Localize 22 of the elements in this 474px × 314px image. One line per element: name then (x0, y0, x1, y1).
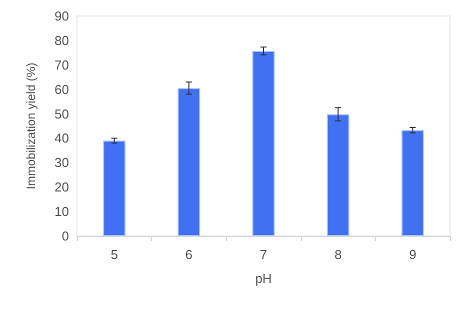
x-tick-label: 8 (334, 247, 342, 262)
y-tick-label: 30 (54, 155, 69, 170)
x-tick-label: 7 (260, 247, 268, 262)
bar (326, 114, 350, 236)
y-tick-label: 40 (54, 130, 69, 146)
y-tick-label: 0 (62, 228, 69, 244)
bar (402, 130, 424, 236)
x-tick-label: 9 (409, 247, 416, 262)
bar (252, 50, 275, 236)
x-tick-label: 5 (110, 247, 118, 262)
x-tick-label: 6 (185, 247, 193, 262)
y-axis-title: Immobilization yield (%) (24, 62, 38, 190)
y-tick-label: 60 (54, 82, 69, 97)
y-tick-label: 50 (54, 106, 69, 122)
bar (178, 88, 200, 236)
y-tick-label: 10 (54, 204, 69, 220)
y-tick-label: 90 (54, 8, 69, 24)
x-axis-title: pH (255, 271, 272, 286)
y-tick-label: 70 (54, 57, 69, 72)
bar (103, 140, 126, 236)
y-tick-label: 80 (54, 32, 69, 48)
y-tick-label: 20 (54, 180, 69, 195)
